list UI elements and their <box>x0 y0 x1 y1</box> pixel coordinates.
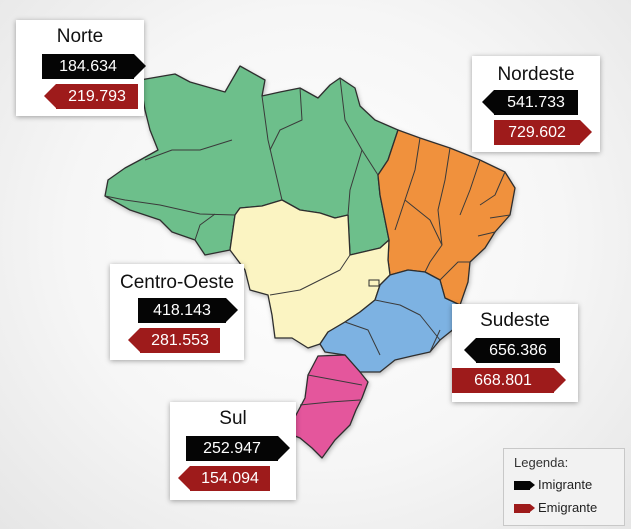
imigrante-value: 252.947 <box>186 436 290 461</box>
region-name: Sudeste <box>480 310 550 331</box>
region-card-sul: Sul 252.947 154.094 <box>170 402 296 500</box>
region-card-centro-oeste: Centro-Oeste 418.143 281.553 <box>110 264 244 360</box>
emigrante-arrow-icon <box>514 504 535 514</box>
region-sul <box>284 354 369 459</box>
emigrante-value: 219.793 <box>44 84 138 109</box>
emigrante-value: 729.602 <box>494 120 592 145</box>
legend-row-imigrante: Imigrante <box>514 477 592 493</box>
region-sudeste <box>319 269 461 373</box>
region-card-nordeste: Nordeste 541.733 729.602 <box>472 56 600 152</box>
legend: Legenda: Imigrante Emigrante <box>503 448 625 526</box>
legend-title: Legenda: <box>514 455 569 470</box>
emigrante-value: 668.801 <box>452 368 566 393</box>
imigrante-value: 541.733 <box>482 90 578 115</box>
imigrante-value: 184.634 <box>42 54 146 79</box>
distrito-federal <box>368 279 380 287</box>
imigrante-value: 656.386 <box>464 338 560 363</box>
region-card-sudeste: Sudeste 656.386 668.801 <box>452 304 578 402</box>
emigrante-value: 154.094 <box>178 466 270 491</box>
legend-imigrante-label: Imigrante <box>538 477 593 492</box>
region-name: Nordeste <box>497 64 575 85</box>
imigrante-value: 418.143 <box>138 298 238 323</box>
imigrante-arrow-icon <box>514 481 535 491</box>
legend-row-emigrante: Emigrante <box>514 500 597 516</box>
region-name: Centro-Oeste <box>119 272 235 293</box>
region-name: Sul <box>219 408 247 429</box>
region-card-norte: Norte 184.634 219.793 <box>16 20 146 116</box>
region-name: Norte <box>56 26 104 47</box>
legend-emigrante-label: Emigrante <box>538 500 598 515</box>
emigrante-value: 281.553 <box>128 328 220 353</box>
